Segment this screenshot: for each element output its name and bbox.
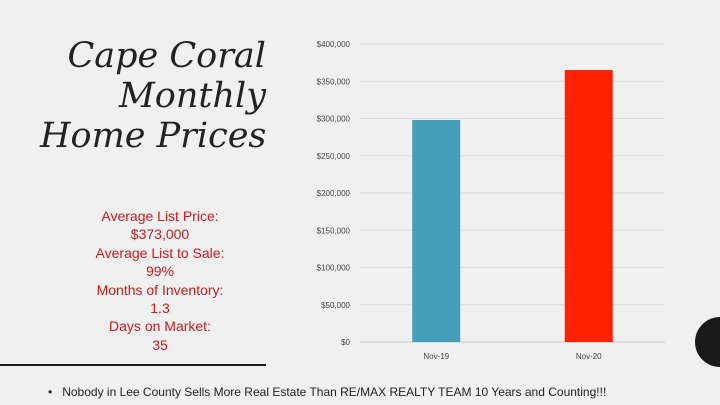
y-tick-label: $50,000: [321, 301, 350, 310]
x-axis-ticks: Nov-19 Nov-20: [423, 352, 602, 361]
y-tick-label: $400,000: [317, 40, 351, 49]
stat-months-inventory-label: Months of Inventory:: [96, 281, 224, 298]
stat-list-to-sale-value: 99%: [145, 263, 175, 280]
y-tick-label: $250,000: [317, 152, 351, 161]
price-bar-chart: $0 $50,000 $100,000 $150,000 $200,000 $250,00…: [317, 40, 665, 361]
title-line-3: Home Prices: [40, 116, 267, 156]
nav-circle[interactable]: [695, 317, 720, 367]
stat-average-list-price-label: Average List Price:: [101, 208, 219, 224]
title-line-2: Monthly: [118, 76, 266, 116]
divider-line: [0, 364, 266, 366]
chart-gridlines: [360, 43, 665, 343]
market-stats: Average List Price: $373,000 Average Lis…: [60, 207, 260, 354]
footer-note: • Nobody in Lee County Sells More Real Es…: [48, 385, 606, 399]
chart-bars: [412, 70, 613, 343]
page-title: Cape Coral Monthly Home Prices: [40, 36, 266, 156]
y-tick-label: $350,000: [317, 77, 351, 86]
bar-nov-19: [412, 119, 461, 343]
stat-months-inventory-value: 1.3: [150, 300, 170, 317]
stat-average-list-price-value: $373,000: [130, 226, 190, 243]
y-tick-label: $150,000: [317, 226, 351, 235]
footer-text: Nobody in Lee County Sells More Real Est…: [62, 385, 607, 399]
footer-bullet: •: [48, 385, 53, 399]
bar-nov-20: [564, 70, 613, 342]
x-tick-label: Nov-20: [576, 352, 602, 361]
y-tick-label: $200,000: [317, 189, 351, 198]
stat-days-on-market-label: Days on Market:: [109, 318, 211, 335]
y-axis-ticks: $0 $50,000 $100,000 $150,000 $200,000 $250,00…: [317, 40, 351, 347]
title-line-1: Cape Coral: [67, 36, 266, 76]
y-tick-label: $0: [341, 338, 350, 347]
x-tick-label: Nov-19: [423, 352, 449, 361]
y-tick-label: $300,000: [317, 115, 351, 124]
stat-list-to-sale-label: Average List to Sale:: [95, 244, 225, 261]
stat-days-on-market-value: 35: [152, 336, 168, 353]
y-tick-label: $100,000: [317, 264, 351, 273]
